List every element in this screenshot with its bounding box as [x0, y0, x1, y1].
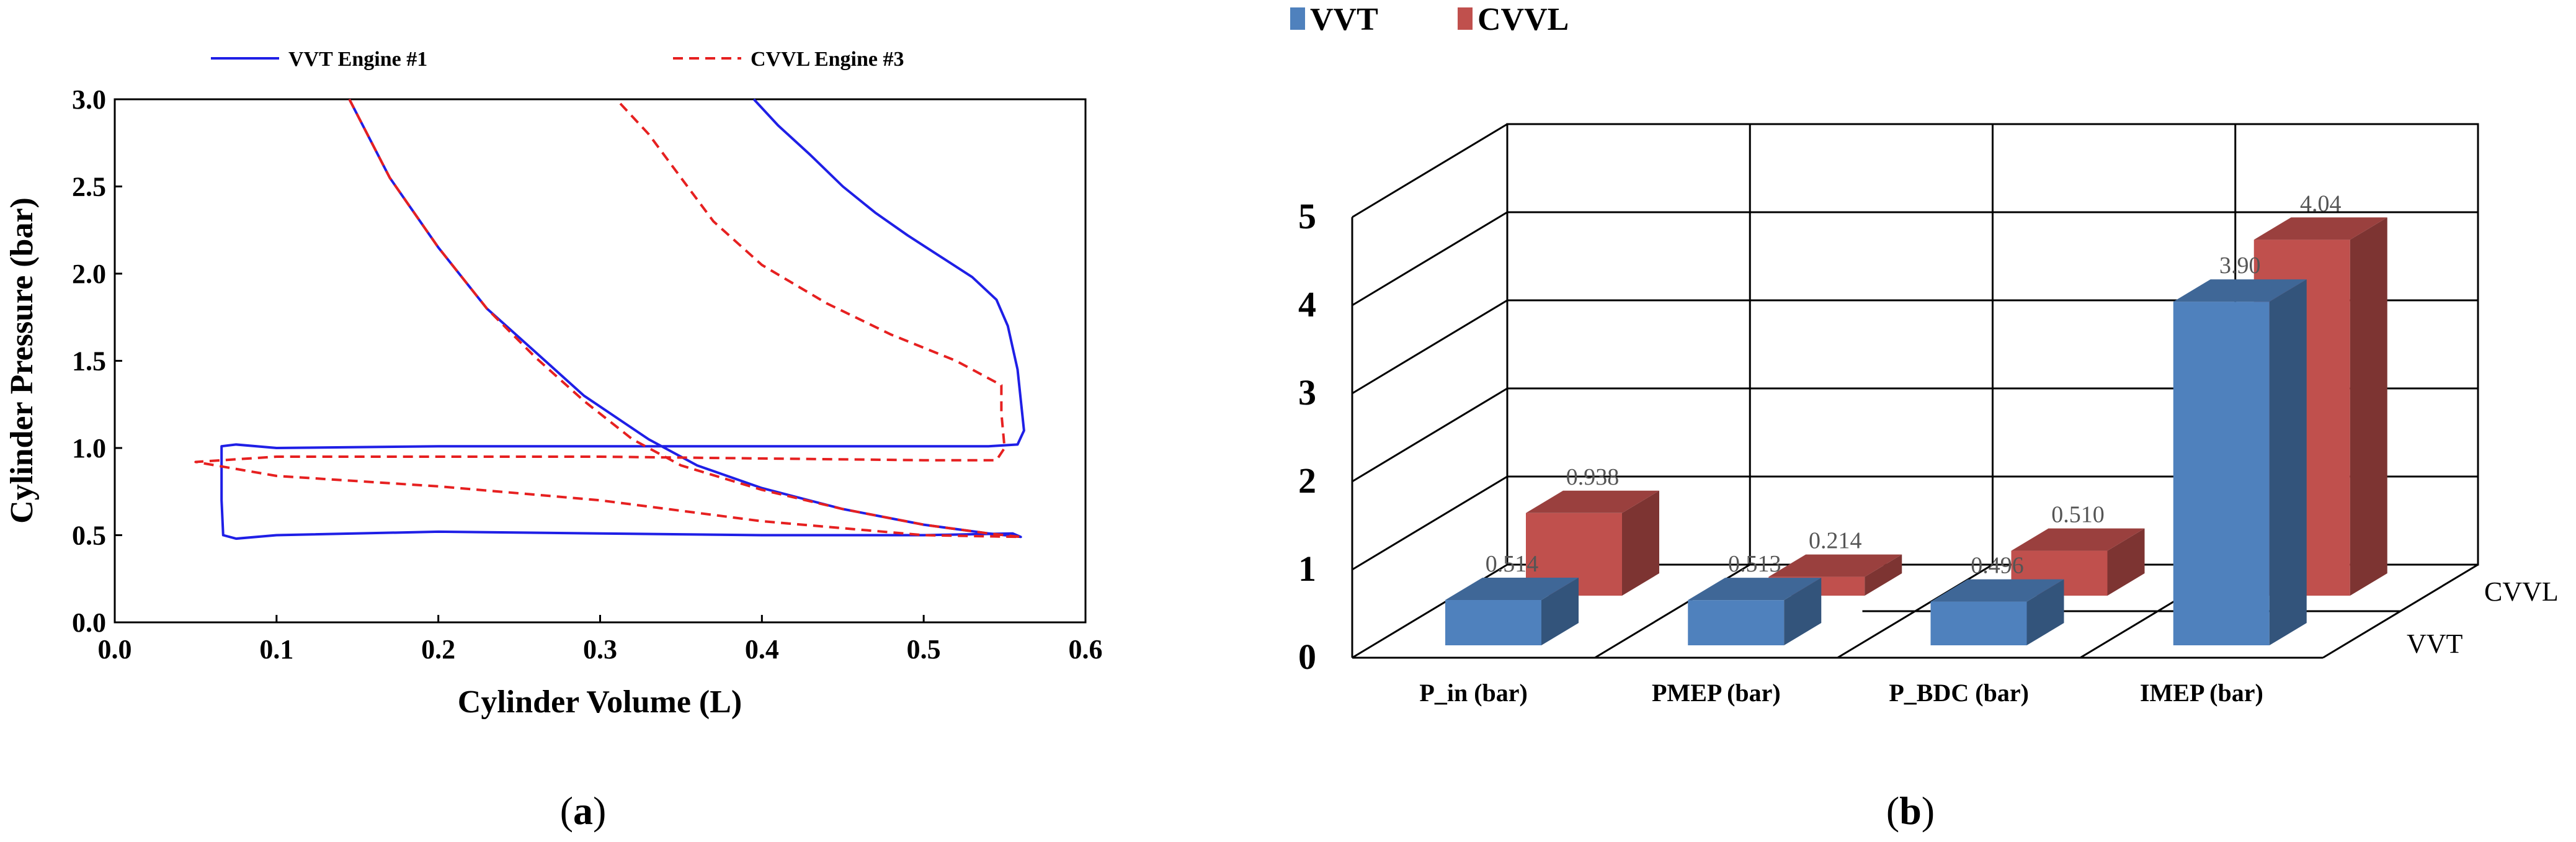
y-tick-label: 5 [1298, 196, 1316, 236]
vvt-bar-1-value-label: 0.513 [1728, 551, 1781, 577]
vvt-bar-0-side [1541, 578, 1579, 645]
y-tick-label: 2.0 [72, 259, 106, 289]
x-tick-label: 0.6 [1069, 634, 1103, 665]
cvvl-bar-1-top [1768, 554, 1902, 577]
x-tick-label: 0.0 [98, 634, 132, 665]
plot-area-frame [114, 98, 1087, 624]
x-tick-label: 0.3 [583, 634, 617, 665]
y-tick-label: 3 [1298, 372, 1316, 413]
side-gridline [1352, 475, 1508, 571]
y-tick-label: 1.5 [72, 346, 106, 377]
depth-label-vvt: VVT [2407, 629, 2463, 659]
vvt-bar-3-front [2173, 302, 2270, 645]
legend-swatch-cvvl [1458, 7, 1473, 30]
y-tick-label: 2 [1298, 460, 1316, 501]
category-label: IMEP (bar) [2140, 679, 2263, 707]
x-tick-label: 0.4 [745, 634, 779, 665]
cvvl-bar-3-value-label: 4.04 [2300, 190, 2342, 217]
y-tick-label: 0.5 [72, 521, 106, 551]
cvvl-bar-0-top [1526, 490, 1659, 513]
vvt-bar-1-top [1688, 578, 1822, 601]
y-tick-label: 3.0 [72, 84, 106, 115]
side-gridline [1352, 211, 1508, 307]
cvvl-bar-1-side [1865, 554, 1902, 596]
panel-letter-a: a [573, 789, 593, 833]
panel-label-a: (a) [560, 789, 607, 833]
y-axis-title: Cylinder Pressure (bar) [4, 197, 40, 524]
bars: 0.938 0.214 0.510 4.04 0.514 0.513 0.496 3.90 [1445, 190, 2387, 645]
cvvl-bar-0-value-label: 0.938 [1566, 464, 1620, 490]
depth-label-cvvl: CVVL [2484, 576, 2559, 607]
vvt-bar-0-value-label: 0.514 [1486, 551, 1539, 577]
vvt-bar-1-side [1784, 578, 1822, 645]
cvvl-bar-2-value-label: 0.510 [2051, 502, 2105, 528]
cvvl-bar-2-side [2107, 528, 2145, 596]
vvt-bar-3-side [2269, 279, 2307, 645]
x-tick-label: 0.2 [421, 634, 455, 665]
category-label: P_in (bar) [1419, 679, 1527, 707]
vvt-bar-3-top [2173, 279, 2307, 302]
side-gridline [1352, 299, 1508, 395]
cvvl-bar-2-top [2011, 528, 2145, 551]
panel-letter-b: b [1899, 789, 1922, 833]
left-wall-top [1352, 123, 1508, 218]
legend: VVT Engine #1 CVVL Engine #3 [211, 48, 904, 71]
legend-label-vvt: VVT Engine #1 [288, 48, 427, 71]
series-line-cvvl [194, 98, 1022, 539]
panel-a-line-chart: 0.0 0.1 0.2 0.3 0.4 0.5 0.6 0.0 0.5 1.0 1.5 2.0 2.5 3… [4, 48, 1103, 833]
vvt-bar-1-front [1688, 600, 1785, 645]
y-tick-label: 1 [1298, 549, 1316, 589]
vvt-bar-2-side [2026, 579, 2064, 645]
legend: VVT CVVL [1290, 2, 1569, 37]
axis-labels: 0 1 2 3 4 5 P_in (bar) PMEP (bar) P_BDC (bar) IME… [1298, 196, 2559, 707]
y-tick-label: 0 [1298, 637, 1316, 677]
category-label: P_BDC (bar) [1889, 679, 2029, 707]
series-line-vvt [220, 98, 1025, 540]
y-tick-label: 0.0 [72, 607, 106, 638]
panel-label-b: (b) [1886, 789, 1935, 833]
vvt-bar-2-value-label: 0.496 [1971, 553, 2024, 579]
y-tick-label: 1.0 [72, 433, 106, 464]
legend-label-cvvl: CVVL [1477, 2, 1569, 37]
y-tick-label: 2.5 [72, 172, 106, 202]
x-tick-label: 0.5 [907, 634, 941, 665]
vvt-bar-0-top [1445, 578, 1579, 601]
legend-label-cvvl: CVVL Engine #3 [751, 48, 904, 71]
cvvl-bar-3-side [2350, 217, 2387, 596]
legend-swatch-vvt [1290, 7, 1305, 30]
x-tick-label: 0.1 [259, 634, 293, 665]
cvvl-bar-0-side [1622, 490, 1659, 596]
vvt-bar-0-front [1445, 600, 1541, 645]
axis-ticks: 0.0 0.1 0.2 0.3 0.4 0.5 0.6 0.0 0.5 1.0 1.5 2.0 2.5 3… [72, 84, 1103, 665]
vvt-bar-3-value-label: 3.90 [2219, 253, 2261, 279]
vvt-bar-2-front [1930, 601, 2027, 645]
category-label: PMEP (bar) [1652, 679, 1781, 707]
y-tick-label: 4 [1298, 284, 1316, 325]
cvvl-bar-3-top [2253, 217, 2387, 240]
legend-label-vvt: VVT [1310, 2, 1378, 37]
side-gridline [1352, 387, 1508, 483]
x-axis-title: Cylinder Volume (L) [458, 684, 742, 720]
cvvl-bar-1-value-label: 0.214 [1809, 528, 1862, 554]
series-lines [194, 98, 1025, 540]
vvt-bar-2-top [1930, 579, 2064, 602]
